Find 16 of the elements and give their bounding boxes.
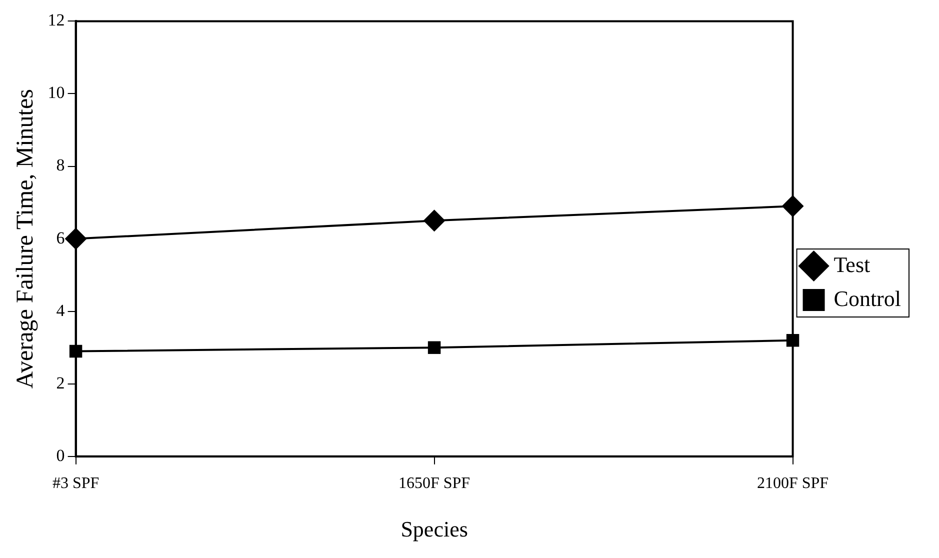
- y-tick-label: 0: [56, 446, 65, 465]
- legend-label: Test: [834, 252, 870, 277]
- y-tick-label: 6: [56, 228, 65, 248]
- x-axis-title: Species: [400, 516, 468, 542]
- point: [423, 210, 446, 232]
- y-axis-title: Average Failure Time, Minutes: [12, 89, 39, 389]
- point: [428, 341, 441, 354]
- y-tick-label: 8: [56, 156, 65, 175]
- y-tick-label: 2: [56, 373, 65, 392]
- y-tick-label: 10: [48, 83, 65, 102]
- x-tick-label: #3 SPF: [52, 475, 100, 492]
- x-tick-label: 1650F SPF: [398, 475, 470, 492]
- y-tick-label: 4: [56, 300, 66, 320]
- x-tick-label: 2100F SPF: [756, 475, 829, 492]
- legend-label: Control: [834, 286, 902, 311]
- y-tick-label: 12: [48, 10, 65, 30]
